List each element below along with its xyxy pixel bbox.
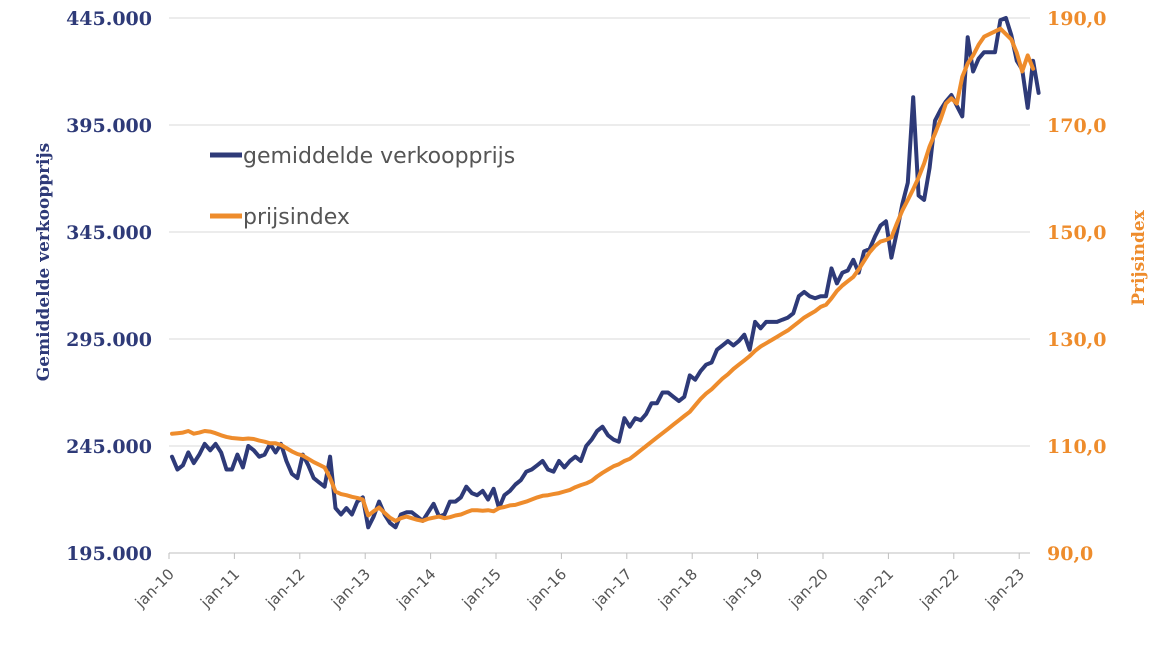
x-tick-label: jan-18	[654, 565, 701, 612]
x-tick-label: jan-20	[785, 565, 832, 612]
legend: gemiddelde verkoopprijs prijsindex	[210, 144, 515, 230]
series-line-prijsindex	[170, 26, 1036, 523]
left-tick-label: 195.000	[66, 543, 152, 565]
x-tick-label: jan-13	[327, 565, 374, 612]
right-tick-label: 150,0	[1047, 222, 1107, 244]
x-axis: jan-10 jan-11 jan-12 jan-13 jan-14 jan-15 jan-…	[131, 552, 1030, 612]
right-tick-label: 170,0	[1047, 115, 1107, 137]
x-tick-label: jan-15	[458, 565, 505, 612]
grid-lines	[169, 17, 1030, 447]
x-tick-label: jan-11	[196, 565, 243, 612]
left-tick-label: 445.000	[66, 8, 152, 30]
x-tick-label: jan-19	[719, 565, 766, 612]
legend-label-gemiddelde-verkoopprijs: gemiddelde verkoopprijs	[243, 144, 515, 169]
left-tick-label: 395.000	[66, 115, 152, 137]
x-tick-label: jan-17	[589, 565, 636, 612]
left-axis-ticks: 195.000 245.000 295.000 345.000 395.000 445.0…	[66, 8, 152, 565]
left-axis-title: Gemiddelde verkoopprijs	[34, 143, 54, 381]
x-tick-label: jan-23	[981, 565, 1028, 612]
x-tick-label: jan-16	[523, 565, 570, 612]
series-lines	[170, 16, 1041, 530]
x-tick-label: jan-14	[392, 565, 439, 612]
left-tick-label: 245.000	[66, 436, 152, 458]
right-tick-label: 110,0	[1047, 436, 1107, 458]
right-tick-label: 130,0	[1047, 329, 1107, 351]
x-tick-label: jan-12	[262, 565, 309, 612]
right-axis-title: Prijsindex	[1129, 209, 1149, 305]
right-tick-label: 190,0	[1047, 8, 1107, 30]
right-tick-label: 90,0	[1047, 543, 1093, 565]
left-tick-label: 345.000	[66, 222, 152, 244]
right-axis-ticks: 90,0 110,0 130,0 150,0 170,0 190,0	[1047, 8, 1107, 565]
x-tick-label: jan-10	[131, 565, 178, 612]
x-tick-label: jan-22	[916, 565, 963, 612]
left-tick-label: 295.000	[66, 329, 152, 351]
legend-label-prijsindex: prijsindex	[243, 205, 350, 230]
x-tick-label: jan-21	[850, 565, 897, 612]
series-line-gemiddelde-verkoopprijs	[170, 16, 1041, 530]
